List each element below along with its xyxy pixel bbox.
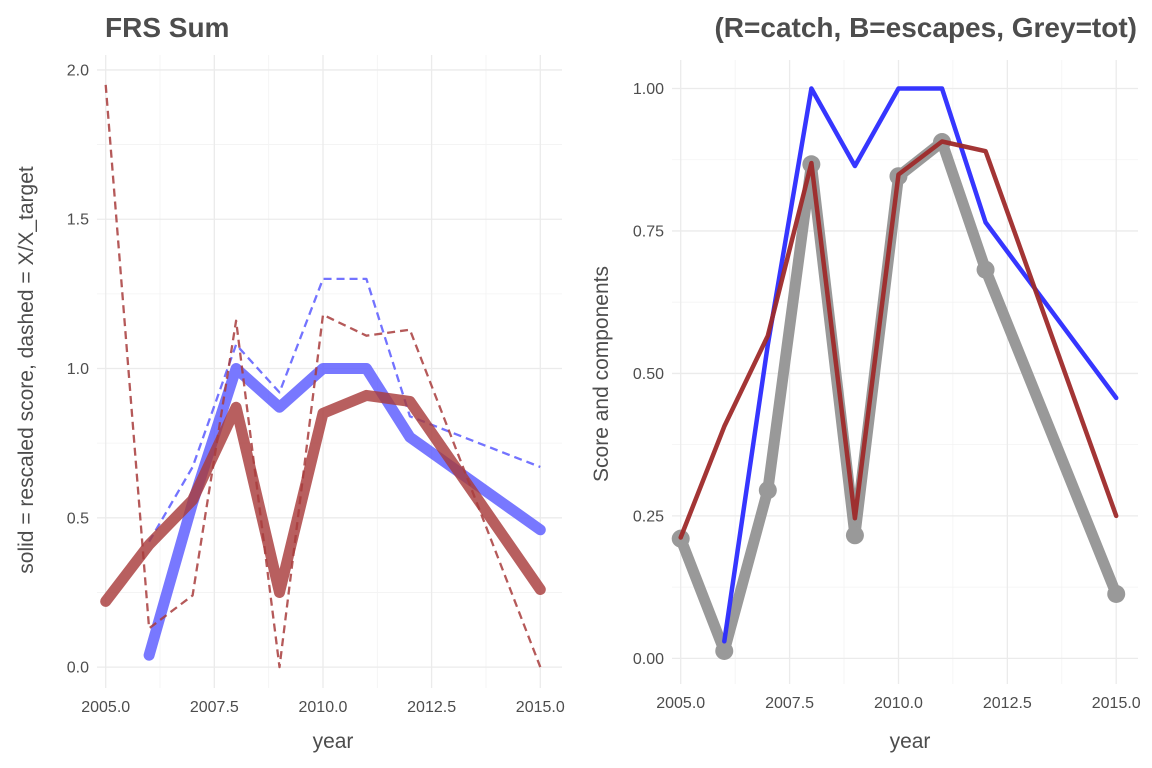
right-y-tick-label: 0.50 [633,366,664,383]
right-series-point [715,641,734,660]
right-panel: 0.000.250.500.751.00 2005.0 2007.5 2010.0 2… [590,12,1141,753]
right-x-tick-label: 2005.0 [656,695,705,712]
left-y-tick-labels: 0.0 0.5 1.0 1.5 2.0 [67,62,89,676]
left-y-tick-label: 1.5 [67,212,89,229]
right-series-point [845,526,864,545]
right-x-axis-title: year [890,730,931,753]
left-chart-title: FRS Sum [105,12,229,43]
left-series-line-dashed-3 [104,84,542,669]
right-y-tick-label: 0.75 [633,223,664,240]
left-y-tick-label: 1.0 [67,361,89,378]
left-series-lines [100,84,546,669]
right-series-lines [671,86,1126,660]
right-y-tick-label: 0.00 [633,651,664,668]
right-series-point [976,260,995,279]
right-x-tick-label: 2015.0 [1092,695,1141,712]
left-x-tick-label: 2012.5 [407,699,456,716]
left-y-axis-title: solid = rescaled score, dashed = X/X_tar… [15,166,38,574]
left-y-tick-label: 2.0 [67,62,89,79]
right-y-tick-label: 0.25 [633,508,664,525]
right-y-axis-title: Score and components [590,266,613,482]
left-x-tick-labels: 2005.0 2007.5 2010.0 2012.5 2015.0 [81,699,565,716]
right-gridlines [672,60,1138,684]
left-series-line-dashed-1 [148,277,541,543]
right-series-point [1107,584,1126,603]
right-x-tick-labels: 2005.0 2007.5 2010.0 2012.5 2015.0 [656,695,1141,712]
left-x-tick-label: 2010.0 [299,699,348,716]
left-series-line-solid-2 [100,389,546,607]
left-x-axis-title: year [313,730,354,753]
right-chart-title: (R=catch, B=escapes, Grey=tot) [714,12,1137,43]
left-y-tick-label: 0.0 [67,660,89,677]
left-y-tick-label: 0.5 [67,510,89,527]
right-y-tick-label: 1.00 [633,81,664,98]
right-x-tick-label: 2007.5 [765,695,814,712]
right-series-point [758,481,777,500]
left-x-tick-label: 2015.0 [516,699,565,716]
right-series-line-solid-2 [678,139,1119,540]
right-x-tick-label: 2010.0 [874,695,923,712]
right-y-tick-labels: 0.00 0.25 0.50 0.75 1.00 [633,81,664,668]
left-panel: 0.0 0.5 1.0 1.5 2.0 2005.0 2007.5 2010.0 2012.5… [15,12,565,753]
right-x-tick-label: 2012.5 [983,695,1032,712]
left-x-tick-label: 2007.5 [190,699,239,716]
left-x-tick-label: 2005.0 [81,699,130,716]
